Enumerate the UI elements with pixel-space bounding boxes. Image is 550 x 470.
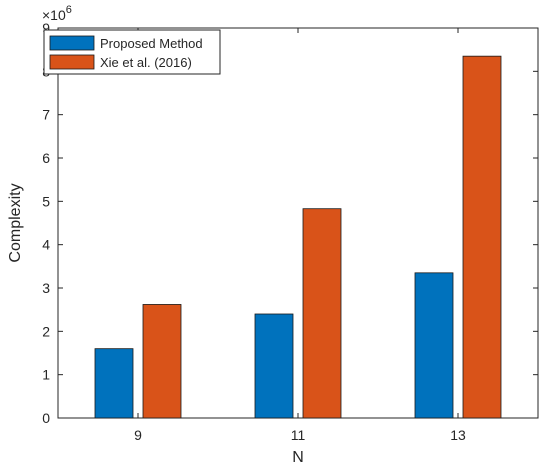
y-tick-label: 4 — [42, 237, 50, 253]
y-tick-label: 0 — [42, 410, 50, 426]
y-tick-label: 9 — [42, 20, 50, 36]
y-axis-label: Complexity — [7, 183, 24, 262]
x-tick-label: 9 — [134, 427, 142, 443]
y-tick-label: 1 — [42, 367, 50, 383]
y-tick-label: 3 — [42, 280, 50, 296]
x-tick-label: 11 — [291, 427, 306, 443]
bar-xie-11 — [302, 208, 342, 419]
bar-xie-13 — [462, 55, 502, 419]
bar-xie-9 — [142, 304, 182, 419]
bar-proposed-9 — [94, 348, 134, 419]
y-tick-label: 6 — [42, 150, 50, 166]
y-tick-label: 5 — [42, 193, 50, 209]
legend-label-proposed: Proposed Method — [100, 36, 203, 51]
y-tick-label: 7 — [42, 107, 50, 123]
y-axis-exponent: ×106 — [42, 4, 72, 23]
legend: Proposed Method Xie et al. (2016) — [43, 29, 221, 75]
legend-swatch-proposed — [49, 35, 95, 51]
bar-proposed-11 — [254, 313, 294, 419]
x-tick-label: 13 — [450, 427, 466, 443]
x-axis-label: N — [292, 449, 304, 466]
bar-proposed-13 — [414, 272, 454, 419]
legend-swatch-xie — [49, 54, 95, 70]
plot-frame — [57, 27, 539, 419]
y-tick-label: 2 — [42, 323, 50, 339]
bars — [94, 55, 502, 419]
x-axis-ticks: 9 11 13 — [134, 28, 466, 443]
legend-label-xie: Xie et al. (2016) — [100, 55, 192, 70]
